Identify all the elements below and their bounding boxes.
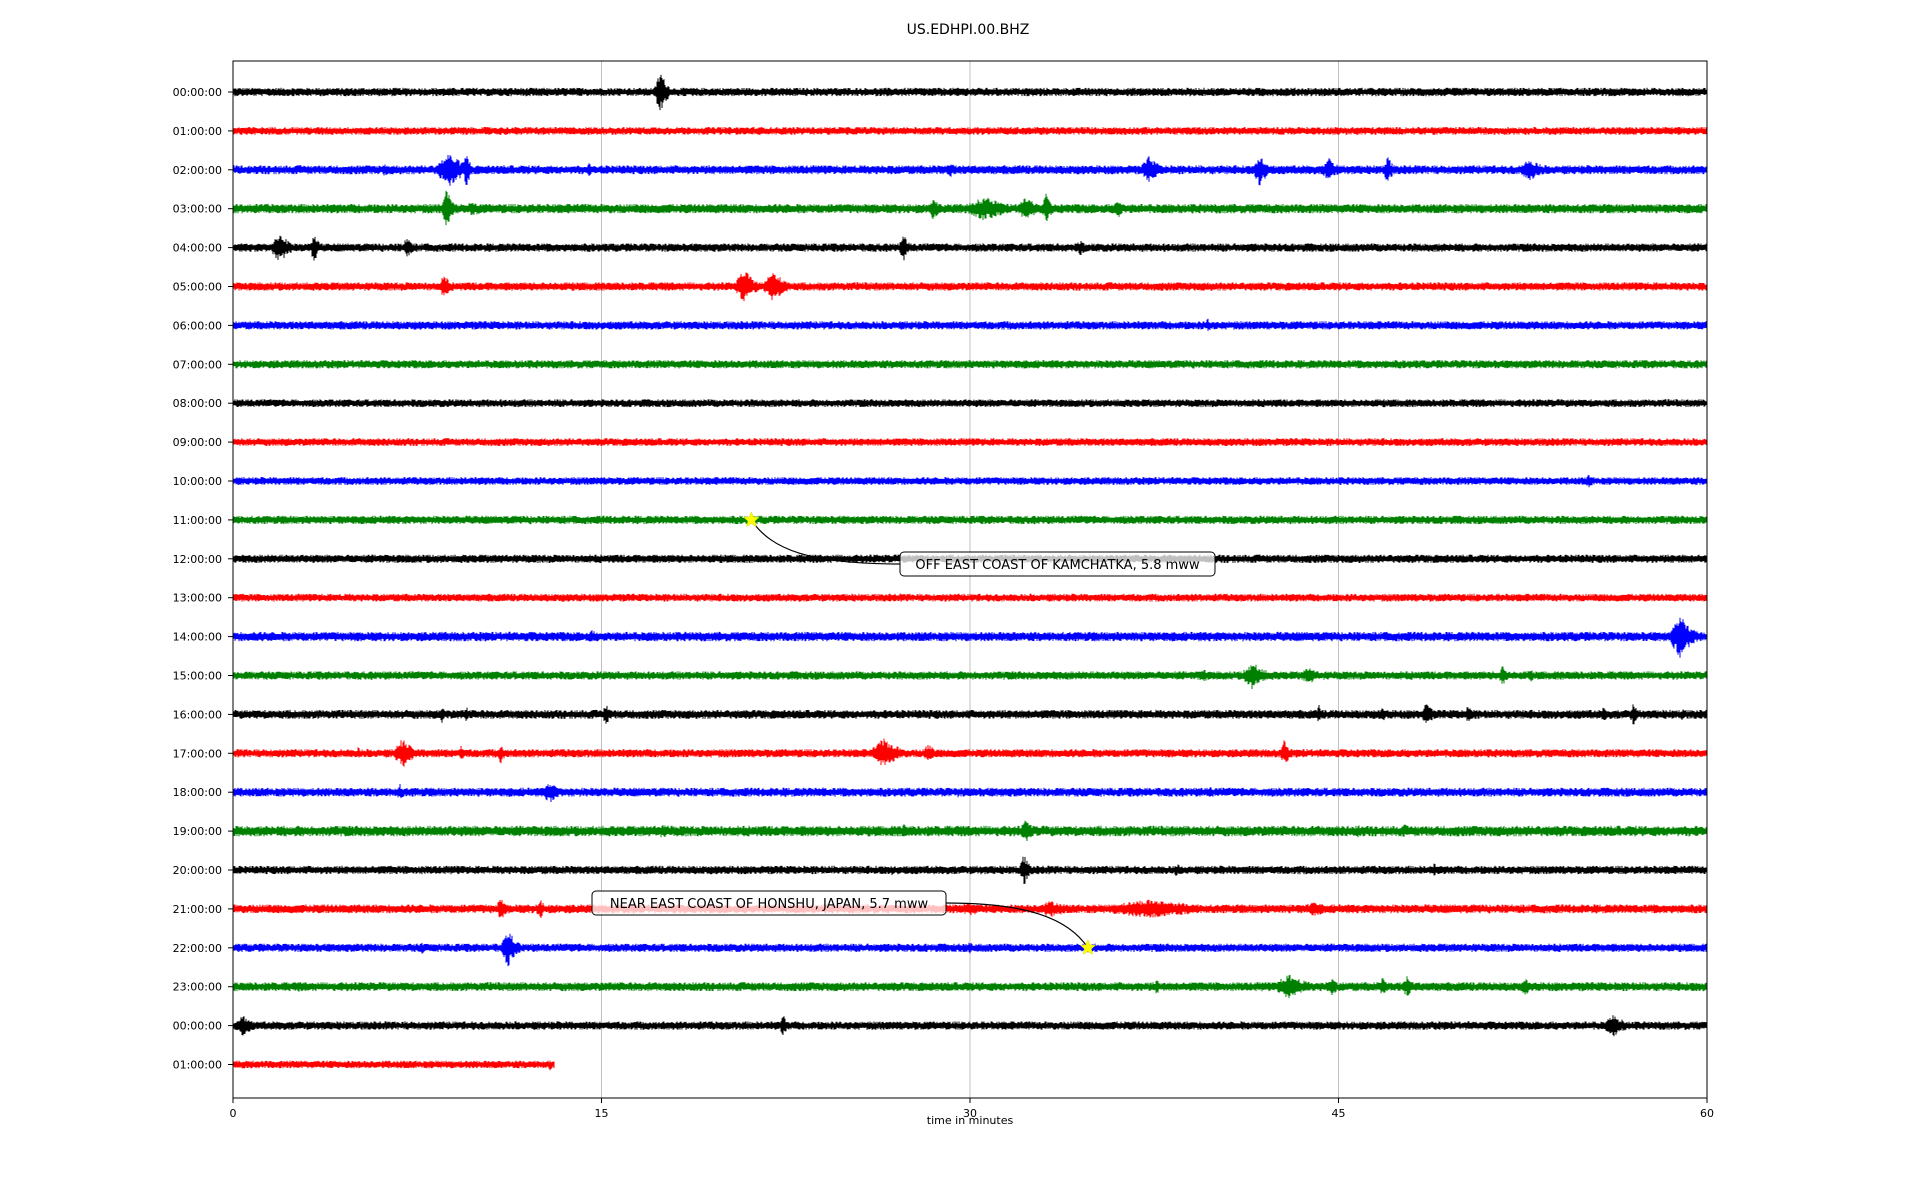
x-tick-label-4: 60 — [1700, 1107, 1714, 1120]
y-tick-label-9: 09:00:00 — [173, 436, 222, 449]
y-tick-label-6: 06:00:00 — [173, 319, 222, 332]
y-tick-label-23: 23:00:00 — [173, 981, 222, 994]
trace-row-2 — [233, 155, 1708, 186]
x-tick-label-3: 45 — [1332, 1107, 1346, 1120]
y-tick-label-7: 07:00:00 — [173, 358, 222, 371]
trace-row-25 — [233, 1060, 555, 1071]
y-tick-label-1: 01:00:00 — [173, 125, 222, 138]
x-axis-label: time in minutes — [927, 1114, 1014, 1127]
trace-row-16 — [233, 704, 1708, 725]
y-tick-label-10: 10:00:00 — [173, 475, 222, 488]
y-tick-labels: 00:00:00 01:00:00 02:00:00 03:00:00 04:00:00… — [173, 86, 233, 1072]
event-label-1: NEAR EAST COAST OF HONSHU, JAPAN, 5.7 mw… — [610, 897, 929, 912]
y-tick-label-14: 14:00:00 — [173, 631, 222, 644]
y-tick-label-13: 13:00:00 — [173, 592, 222, 605]
trace-row-8 — [233, 399, 1708, 408]
event-connector-0 — [750, 519, 901, 565]
y-tick-label-2: 02:00:00 — [173, 164, 222, 177]
trace-row-10 — [233, 475, 1708, 488]
y-tick-label-22: 22:00:00 — [173, 942, 222, 955]
y-tick-label-19: 19:00:00 — [173, 825, 222, 838]
trace-row-19 — [233, 820, 1708, 841]
trace-row-3 — [233, 190, 1708, 226]
x-tick-label-1: 15 — [595, 1107, 609, 1120]
event-connector-1 — [945, 902, 1089, 949]
trace-row-13 — [233, 593, 1708, 602]
y-tick-label-5: 05:00:00 — [173, 281, 222, 294]
y-tick-label-15: 15:00:00 — [173, 670, 222, 683]
event-annotations: OFF EAST COAST OF KAMCHATKA, 5.8 mww NEAR… — [591, 511, 1216, 955]
trace-row-18 — [233, 784, 1708, 802]
trace-row-0 — [233, 74, 1708, 111]
trace-row-22 — [233, 933, 1708, 967]
x-axis-ticks: 0 15 30 45 60 — [230, 1098, 1714, 1120]
trace-row-4 — [233, 235, 1708, 261]
trace-row-9 — [233, 438, 1708, 446]
y-tick-label-21: 21:00:00 — [173, 903, 222, 916]
trace-row-17 — [233, 738, 1708, 767]
event-label-0: OFF EAST COAST OF KAMCHATKA, 5.8 mww — [915, 558, 1200, 573]
event-label-box-0 — [899, 551, 1216, 577]
trace-row-20 — [233, 856, 1708, 884]
y-tick-label-20: 20:00:00 — [173, 864, 222, 877]
y-tick-label-4: 04:00:00 — [173, 242, 222, 255]
y-tick-label-25: 01:00:00 — [173, 1059, 222, 1072]
event-star-marker-0 — [743, 511, 760, 527]
trace-row-14 — [233, 617, 1708, 658]
y-tick-label-18: 18:00:00 — [173, 786, 222, 799]
event-star-marker-1 — [1079, 939, 1097, 955]
y-tick-label-0: 00:00:00 — [173, 86, 222, 99]
x-tick-label-0: 0 — [230, 1107, 237, 1120]
trace-row-6 — [233, 318, 1708, 331]
x-gridlines — [232, 61, 1708, 1098]
event-label-box-1 — [591, 890, 947, 916]
y-tick-label-24: 00:00:00 — [173, 1020, 222, 1033]
chart-title: US.EDHPI.00.BHZ — [907, 22, 1030, 38]
y-tick-label-3: 03:00:00 — [173, 203, 222, 216]
y-tick-label-16: 16:00:00 — [173, 708, 222, 721]
trace-row-21 — [233, 899, 1708, 918]
trace-row-5 — [233, 272, 1708, 302]
trace-row-11 — [233, 515, 1708, 525]
y-tick-label-11: 11:00:00 — [173, 514, 222, 527]
x-tick-label-2: 30 — [963, 1107, 977, 1120]
trace-row-7 — [233, 360, 1708, 369]
trace-group — [233, 74, 1708, 1071]
y-tick-label-8: 08:00:00 — [173, 397, 222, 410]
trace-row-1 — [233, 127, 1708, 135]
y-tick-label-17: 17:00:00 — [173, 747, 222, 760]
trace-row-24 — [233, 1015, 1708, 1037]
y-tick-label-12: 12:00:00 — [173, 553, 222, 566]
trace-row-15 — [233, 664, 1708, 689]
trace-row-23 — [233, 974, 1708, 998]
